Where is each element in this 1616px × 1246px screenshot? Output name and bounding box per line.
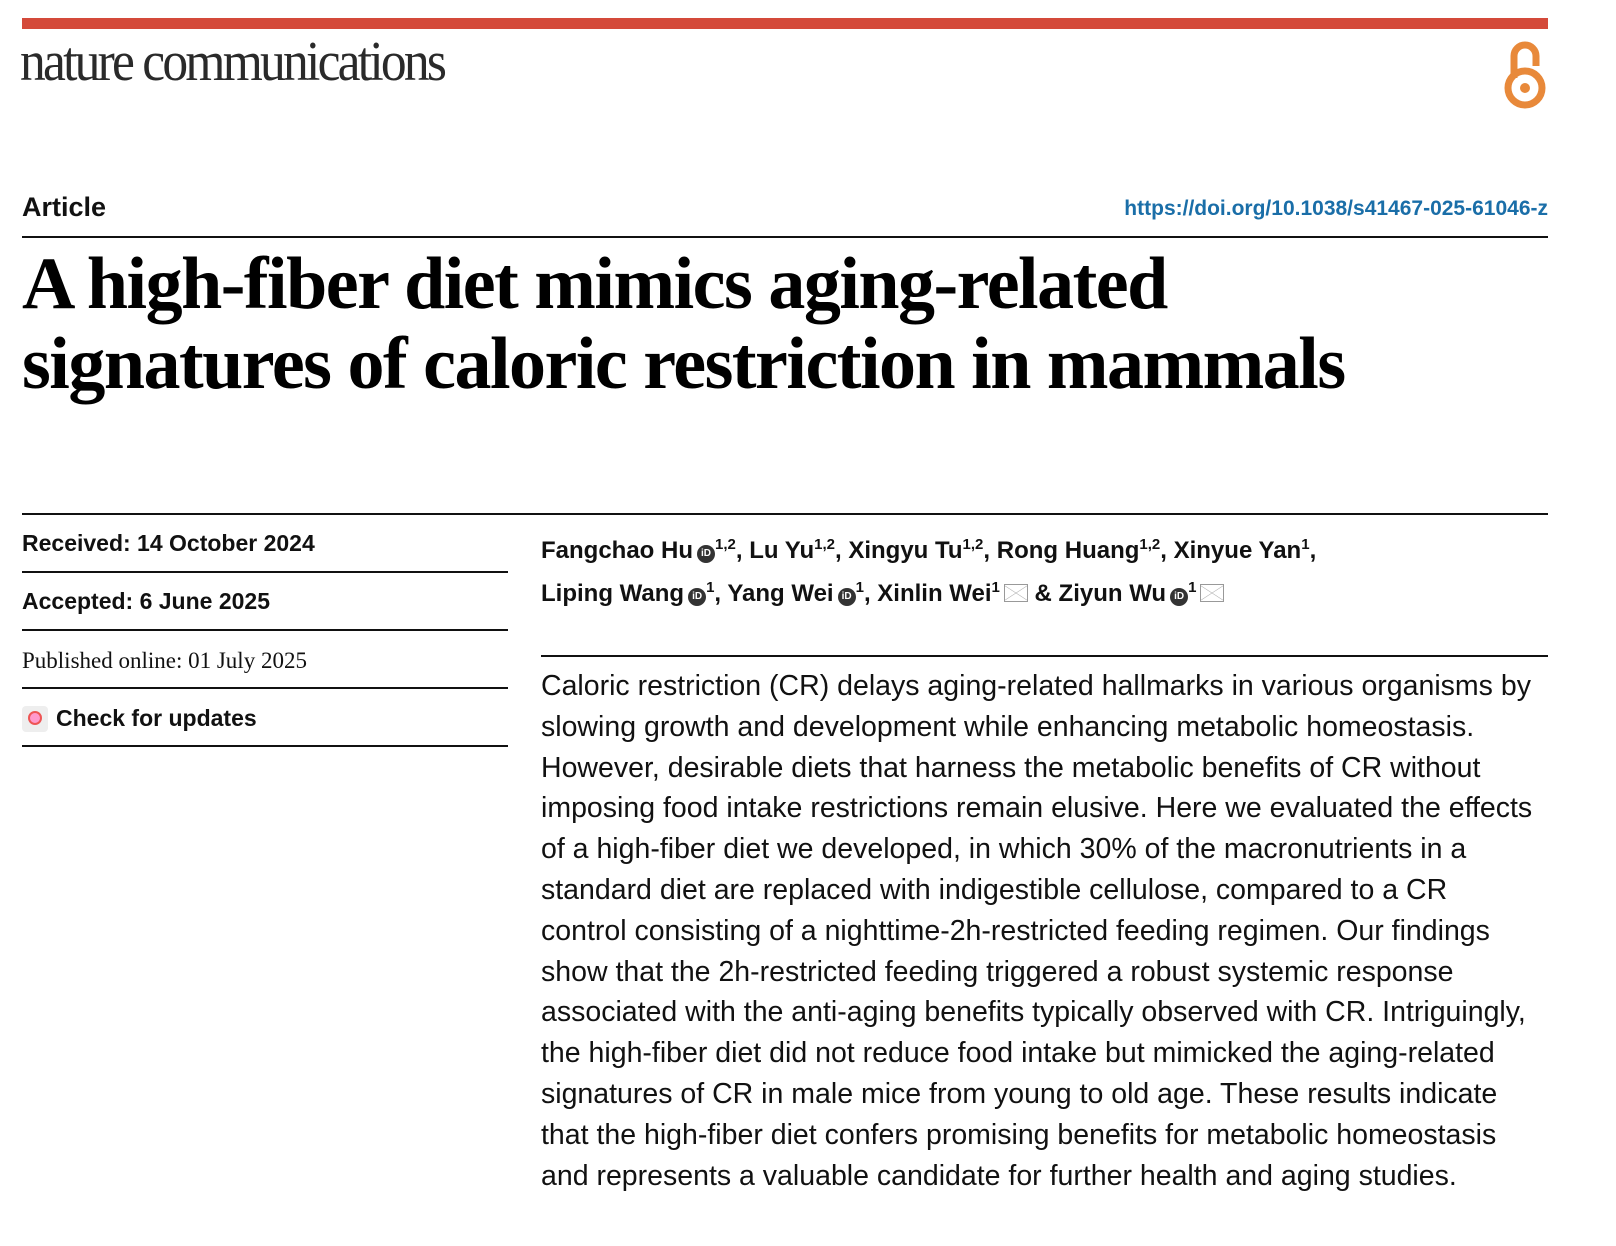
check-for-updates-button[interactable]: Check for updates: [22, 705, 257, 732]
article-title: A high-fiber diet mimics aging-related s…: [22, 243, 1346, 405]
abstract-line: standard diet are replaced with indigest…: [541, 873, 1448, 906]
email-icon[interactable]: [1200, 584, 1225, 602]
author[interactable]: Ziyun Wu iD1: [1059, 579, 1225, 607]
author[interactable]: Liping Wang iD1: [541, 579, 715, 607]
abstract-line: slowing growth and development while enh…: [541, 710, 1475, 743]
check-updates-label: Check for updates: [56, 705, 257, 731]
divider: [541, 655, 1548, 657]
abstract: Caloric restriction (CR) delays aging-re…: [541, 666, 1561, 1196]
divider: [22, 629, 508, 631]
divider: [22, 687, 508, 689]
author[interactable]: Xinyue Yan1: [1173, 536, 1310, 564]
orcid-icon[interactable]: iD: [688, 588, 707, 606]
abstract-line: signatures of CR in male mice from young…: [541, 1077, 1498, 1110]
article-type: Article: [22, 192, 107, 222]
abstract-line: control consisting of a nighttime-2h-res…: [541, 914, 1490, 947]
author[interactable]: Fangchao Hu iD1,2: [541, 536, 736, 564]
email-icon[interactable]: [1003, 584, 1028, 602]
divider: [22, 236, 1548, 238]
divider: [22, 571, 508, 573]
journal-logo[interactable]: nature communications: [20, 31, 447, 93]
abstract-line: the high-fiber diet did not reduce food …: [541, 1037, 1495, 1070]
title-line: A high-fiber diet mimics aging-related: [22, 243, 1168, 325]
accepted-date: Accepted: 6 June 2025: [22, 588, 271, 614]
abstract-line: However, desirable diets that harness th…: [541, 751, 1481, 784]
abstract-line: Caloric restriction (CR) delays aging-re…: [541, 670, 1531, 702]
published-date: Published online: 01 July 2025: [22, 648, 307, 673]
author[interactable]: Lu Yu1,2: [749, 536, 835, 564]
abstract-line: associated with the anti-aging benefits …: [541, 996, 1526, 1029]
author[interactable]: Rong Huang1,2: [996, 536, 1161, 564]
check-updates-icon: [22, 706, 48, 732]
author[interactable]: Yang Wei iD1: [727, 579, 864, 607]
author-list: Fangchao Hu iD1,2, Lu Yu1,2, Xingyu Tu1,2…: [541, 536, 1317, 607]
orcid-icon[interactable]: iD: [837, 588, 856, 606]
abstract-line: of a high-fiber diet we developed, in wh…: [541, 833, 1467, 866]
abstract-line: imposing food intake restrictions remain…: [541, 792, 1533, 825]
divider: [22, 513, 1548, 515]
orcid-icon[interactable]: iD: [697, 545, 716, 563]
open-access-icon: [1504, 41, 1546, 109]
title-line: signatures of caloric restriction in mam…: [22, 323, 1346, 405]
journal-accent-bar: [22, 18, 1548, 29]
doi-link[interactable]: https://doi.org/10.1038/s41467-025-61046…: [1124, 197, 1548, 220]
orcid-icon[interactable]: iD: [1170, 588, 1189, 606]
abstract-line: that the high-fiber diet confers promisi…: [541, 1118, 1497, 1151]
abstract-line: show that the 2h-restricted feeding trig…: [541, 955, 1454, 988]
received-date: Received: 14 October 2024: [22, 530, 315, 556]
divider: [22, 745, 508, 747]
author[interactable]: Xinlin Wei1: [877, 579, 1028, 607]
author[interactable]: Xingyu Tu1,2: [848, 536, 984, 564]
abstract-line: and represents a valuable candidate for …: [541, 1159, 1457, 1192]
